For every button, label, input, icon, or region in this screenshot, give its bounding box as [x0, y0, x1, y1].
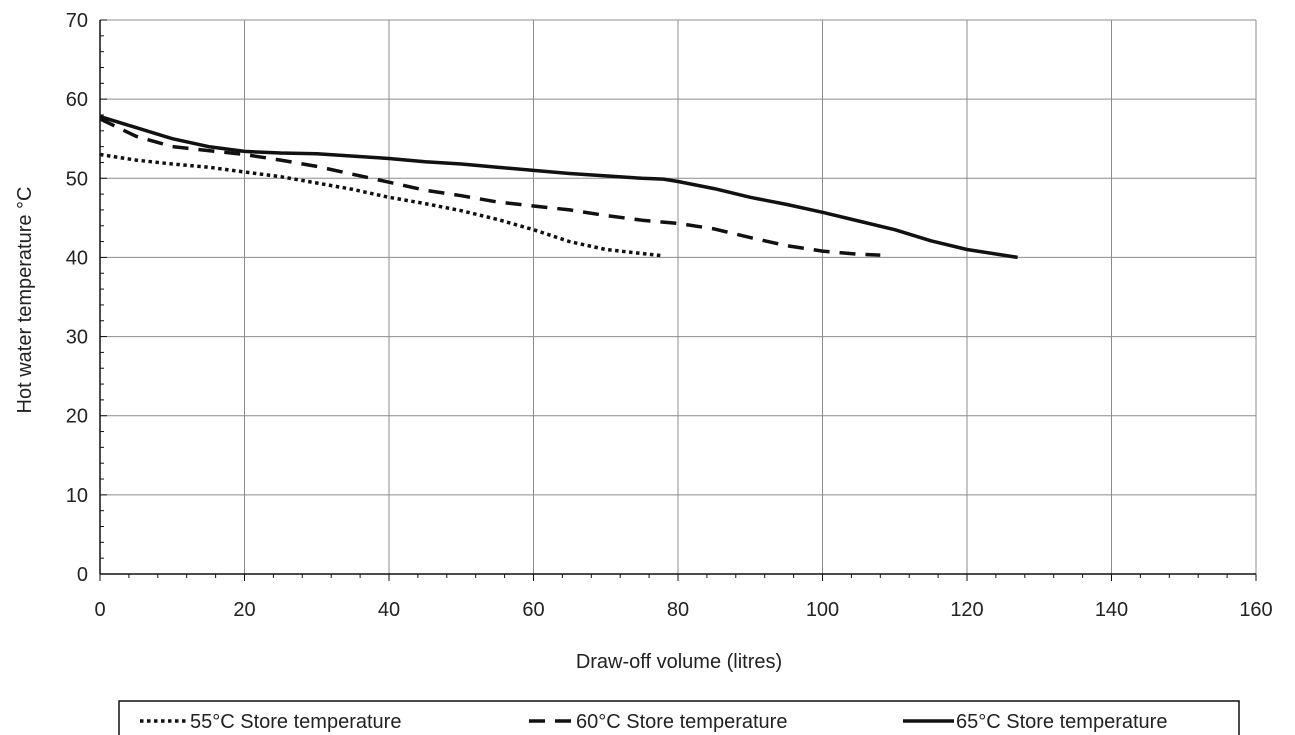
y-tick-label: 40 — [66, 247, 88, 269]
y-tick-label: 10 — [66, 485, 88, 507]
x-tick-label: 160 — [1239, 599, 1272, 621]
legend-label-60: 60°C Store temperature — [576, 711, 787, 733]
x-tick-label: 100 — [806, 599, 839, 621]
x-axis-label: Draw-off volume (litres) — [576, 651, 782, 673]
x-tick-label: 20 — [233, 599, 255, 621]
y-tick-label: 20 — [66, 406, 88, 428]
x-tick-label: 120 — [950, 599, 983, 621]
y-axis-label: Hot water temperature °C — [14, 187, 36, 414]
legend-label-65: 65°C Store temperature — [956, 711, 1167, 733]
x-tick-label: 80 — [667, 599, 689, 621]
y-tick-label: 70 — [66, 10, 88, 32]
legend: 55°C Store temperature 60°C Store temper… — [119, 701, 1239, 735]
x-tick-label: 0 — [94, 599, 105, 621]
x-tick-label: 40 — [378, 599, 400, 621]
y-tick-label: 60 — [66, 89, 88, 111]
x-tick-label: 60 — [522, 599, 544, 621]
y-tick-label: 0 — [77, 564, 88, 586]
y-tick-label: 50 — [66, 168, 88, 190]
y-tick-label: 30 — [66, 327, 88, 349]
legend-label-55: 55°C Store temperature — [190, 711, 401, 733]
x-tick-label: 140 — [1095, 599, 1128, 621]
